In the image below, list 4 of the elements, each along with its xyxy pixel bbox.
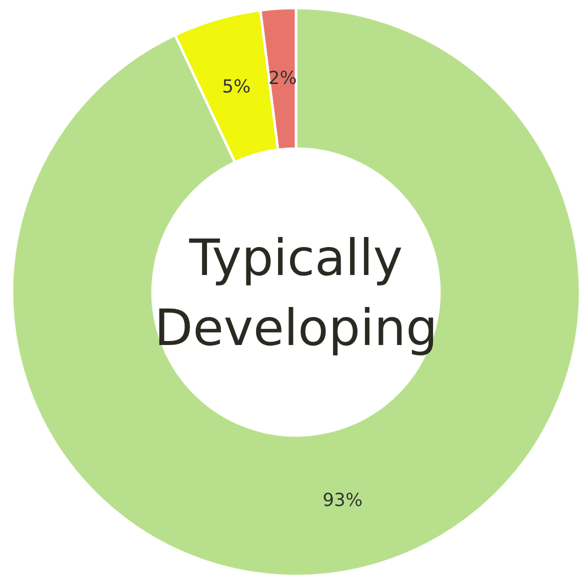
donut-slice: [10, 6, 579, 578]
text: Typically Developing: [154, 229, 438, 357]
data-label: 5%: [222, 76, 251, 98]
data-label: 93%: [322, 490, 363, 512]
